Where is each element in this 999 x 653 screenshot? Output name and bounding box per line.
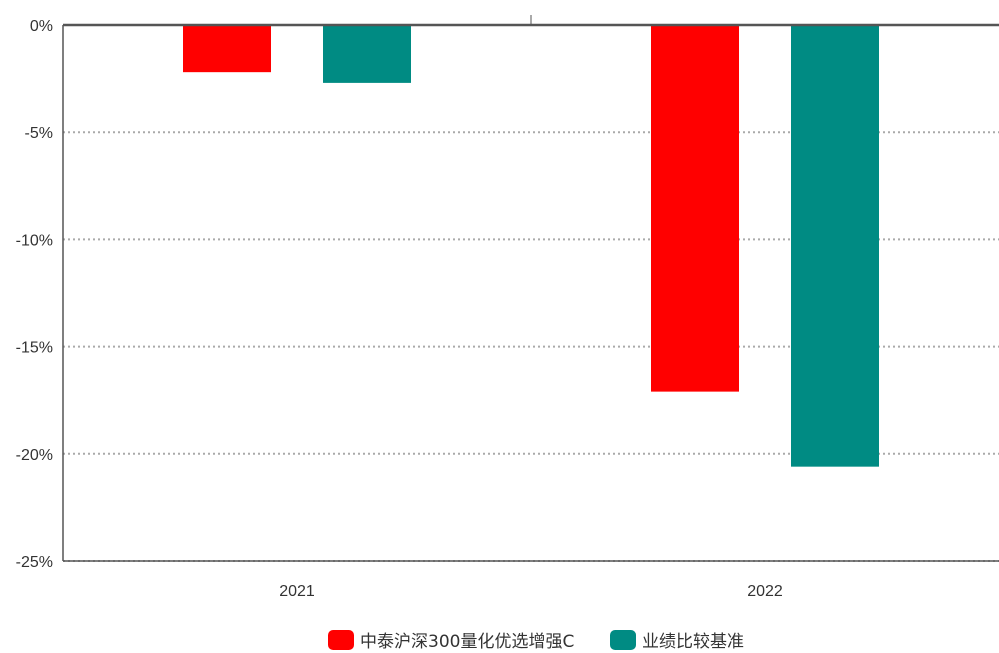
bars [183,25,879,467]
y-tick-label: 0% [30,18,53,35]
y-tick-label: -25% [16,554,53,571]
x-tick-label: 2022 [747,583,783,600]
bar-2022-series-2 [791,25,879,467]
bar-2021-series-2 [323,25,411,83]
y-tick-label: -10% [16,232,53,249]
x-tick-label: 2021 [279,583,315,600]
y-axis: 0% -5% -10% -15% -20% -25% [16,18,64,571]
y-tick-label: -5% [25,125,53,142]
legend-swatch-1 [328,630,354,650]
legend-label-2: 业绩比较基准 [642,632,744,652]
legend-label-1: 中泰沪深300量化优选增强C [360,632,574,652]
bar-2021-series-1 [183,25,271,73]
legend-swatch-2 [610,630,636,650]
legend: 中泰沪深300量化优选增强C 业绩比较基准 [328,630,744,652]
x-axis: 2021 2022 [63,15,999,600]
y-tick-label: -20% [16,447,53,464]
bar-2022-series-1 [651,25,739,392]
y-tick-label: -15% [16,340,53,357]
